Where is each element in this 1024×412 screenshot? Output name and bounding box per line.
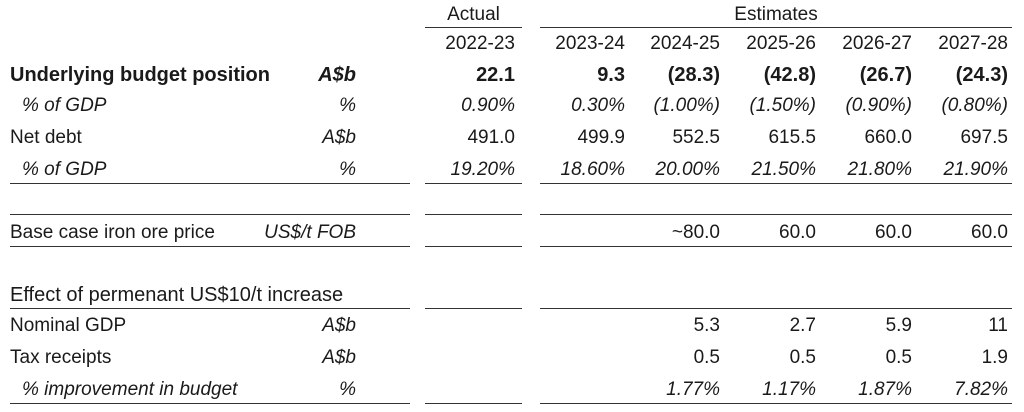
value-cell: 5.9	[885, 315, 912, 336]
row-label-iron-ore: Base case iron ore price	[10, 222, 215, 243]
value-cell: 491.0	[467, 127, 515, 148]
section-rule	[10, 308, 410, 309]
section-rule	[540, 214, 1012, 215]
unit-label: US$/t FOB	[264, 222, 356, 243]
unit-label: %	[339, 379, 356, 400]
value-cell: 0.5	[885, 347, 912, 368]
section-rule	[540, 308, 1012, 309]
value-cell: 11	[988, 315, 1008, 336]
value-cell: 9.3	[597, 64, 625, 86]
section-rule	[540, 403, 1012, 404]
section-rule	[425, 214, 522, 215]
estimates-header: Estimates	[734, 4, 818, 25]
year-header: 2023-24	[555, 33, 625, 54]
value-cell: (26.7)	[859, 64, 912, 86]
value-cell: 1.9	[981, 347, 1008, 368]
section-rule	[425, 246, 522, 247]
unit-label: A$b	[322, 347, 356, 368]
value-cell: (28.3)	[667, 64, 720, 86]
value-cell: (24.3)	[955, 64, 1008, 86]
estimates-header-rule	[540, 27, 1012, 28]
value-cell: 1.87%	[858, 379, 912, 400]
year-header: 2026-27	[842, 33, 912, 54]
value-cell: 18.60%	[560, 159, 625, 180]
row-label-underlying-budget: Underlying budget position	[10, 64, 270, 86]
value-cell: 20.00%	[655, 159, 720, 180]
value-cell: 60.0	[875, 222, 912, 243]
value-cell: ~80.0	[671, 222, 720, 243]
value-cell: 21.80%	[847, 159, 912, 180]
year-header: 2024-25	[650, 33, 720, 54]
section-rule	[10, 183, 410, 184]
value-cell: 0.90%	[461, 95, 515, 116]
unit-label: A$b	[318, 64, 356, 86]
value-cell: (1.00%)	[653, 95, 720, 116]
value-cell: 0.5	[693, 347, 720, 368]
row-label-nominal-gdp: Nominal GDP	[10, 315, 127, 336]
value-cell: 697.5	[960, 127, 1008, 148]
actual-header: Actual	[447, 4, 500, 25]
row-label-net-debt: Net debt	[10, 127, 82, 148]
year-header: 2027-28	[938, 33, 1008, 54]
value-cell: 2.7	[789, 315, 816, 336]
unit-label: %	[339, 159, 356, 180]
value-cell: 615.5	[768, 127, 816, 148]
unit-label: A$b	[322, 315, 356, 336]
value-cell: 60.0	[779, 222, 816, 243]
value-cell: 0.5	[789, 347, 816, 368]
value-cell: 0.30%	[571, 95, 625, 116]
section-rule	[10, 214, 410, 215]
section-rule	[425, 183, 522, 184]
value-cell: 7.82%	[954, 379, 1008, 400]
value-cell: 21.90%	[943, 159, 1008, 180]
section-rule	[425, 308, 522, 309]
value-cell: 5.3	[693, 315, 720, 336]
value-cell: (1.50%)	[749, 95, 816, 116]
value-cell: 1.77%	[666, 379, 720, 400]
value-cell: 552.5	[672, 127, 720, 148]
section-rule	[10, 403, 410, 404]
section-rule	[425, 403, 522, 404]
row-label-tax-receipts: Tax receipts	[10, 347, 112, 368]
row-label-netdebt-pct-gdp: % of GDP	[22, 159, 107, 180]
unit-label: A$b	[322, 127, 356, 148]
value-cell: 19.20%	[450, 159, 515, 180]
section-rule	[540, 246, 1012, 247]
value-cell: 499.9	[577, 127, 625, 148]
value-cell: 660.0	[864, 127, 912, 148]
value-cell: 22.1	[476, 64, 515, 86]
unit-label: %	[339, 95, 356, 116]
value-cell: (42.8)	[763, 64, 816, 86]
section-rule	[540, 183, 1012, 184]
value-cell: (0.80%)	[941, 95, 1008, 116]
row-label-ubp-pct-gdp: % of GDP	[22, 95, 107, 116]
value-cell: (0.90%)	[845, 95, 912, 116]
value-cell: 60.0	[971, 222, 1008, 243]
section-heading-effect: Effect of permenant US$10/t increase	[10, 284, 344, 306]
year-header: 2025-26	[746, 33, 816, 54]
row-label-pct-improvement: % improvement in budget	[22, 379, 238, 400]
value-cell: 1.17%	[762, 379, 816, 400]
section-rule	[10, 246, 410, 247]
actual-header-rule	[425, 27, 522, 28]
year-header: 2022-23	[445, 33, 515, 54]
value-cell: 21.50%	[751, 159, 816, 180]
